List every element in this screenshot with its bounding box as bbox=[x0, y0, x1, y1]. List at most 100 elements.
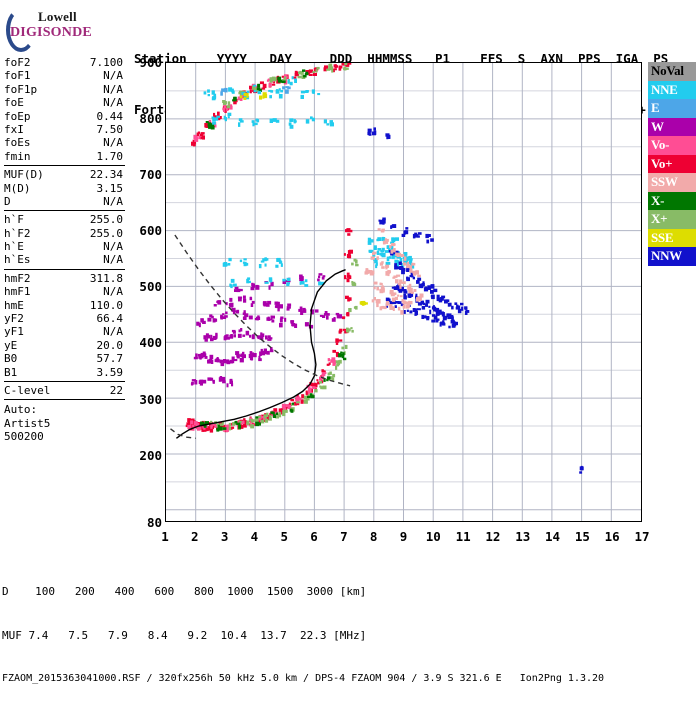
legend-item-x-[interactable]: X- bbox=[648, 191, 696, 210]
legend-item-e[interactable]: E bbox=[648, 99, 696, 118]
auto-line: 500200 bbox=[2, 430, 127, 443]
y-tick-300: 300 bbox=[139, 391, 162, 407]
param-name: foEs bbox=[4, 136, 31, 150]
param-row: yF1 N/A bbox=[2, 325, 127, 338]
param-value: 3.15 bbox=[96, 181, 124, 195]
series-ssw bbox=[364, 228, 424, 315]
x-tick-3: 3 bbox=[220, 529, 229, 544]
param-row: foF1 N/A bbox=[2, 69, 127, 82]
param-name: D bbox=[4, 194, 11, 208]
legend-item-ssw[interactable]: SSW bbox=[648, 173, 696, 192]
x-tick-15: 15 bbox=[574, 529, 590, 544]
param-name: yE bbox=[4, 338, 18, 352]
param-group: MUF(D) 22.34 M(D) 3.15 D N/A bbox=[2, 168, 127, 208]
param-group: hmF2 311.8 hmF1 N/A hmE 110.0 yF2 66.4 yF1 N/A yE 2… bbox=[2, 272, 127, 379]
param-group: foF2 7.100 foF1 N/A foF1p N/A foE N/A foEp 0.44 fx… bbox=[2, 56, 127, 163]
legend-item-sse[interactable]: SSE bbox=[648, 228, 696, 247]
param-row: yE 20.0 bbox=[2, 339, 127, 352]
series-sse bbox=[239, 92, 368, 306]
param-name: C-level bbox=[4, 383, 51, 397]
param-value: 110.0 bbox=[89, 298, 123, 312]
auto-scaler-info: Auto: Artist5 500200 bbox=[2, 403, 127, 443]
param-row: h`E N/A bbox=[2, 240, 127, 253]
param-row: C-level 22 bbox=[2, 384, 127, 397]
auto-line-text: Auto: bbox=[4, 403, 38, 417]
legend-item-w[interactable]: W bbox=[648, 117, 696, 136]
x-tick-1: 1 bbox=[161, 529, 169, 544]
param-value: N/A bbox=[103, 194, 123, 208]
param-row: hmF2 311.8 bbox=[2, 272, 127, 285]
param-divider bbox=[4, 165, 125, 167]
param-name: foE bbox=[4, 96, 24, 110]
param-row: yF2 66.4 bbox=[2, 312, 127, 325]
param-row: h`F2 255.0 bbox=[2, 227, 127, 240]
param-row: MUF(D) 22.34 bbox=[2, 168, 127, 181]
x-tick-17: 17 bbox=[634, 529, 650, 544]
legend-item-noval[interactable]: NoVal bbox=[648, 62, 696, 81]
footer-distance-row: D 100 200 400 600 800 1000 1500 3000 [km… bbox=[2, 585, 367, 598]
color-legend: NoVal NNE E W Vo- Vo+ SSW X- X+ SSE NNW bbox=[648, 62, 696, 266]
y-axis-labels: 900 800 700 600 500 400 300 200 80 bbox=[126, 55, 162, 530]
param-name: h`Es bbox=[4, 253, 31, 267]
param-row: M(D) 3.15 bbox=[2, 182, 127, 195]
x-tick-10: 10 bbox=[425, 529, 441, 544]
footer-info: D 100 200 400 600 800 1000 1500 3000 [km… bbox=[2, 556, 604, 716]
param-name: fmin bbox=[4, 149, 31, 163]
x-axis-labels: 1 2 3 4 5 6 7 8 9 10 11 12 13 14 15 16 17 bbox=[161, 529, 649, 549]
param-value: 311.8 bbox=[89, 271, 123, 285]
param-divider bbox=[4, 268, 125, 270]
curve-true-height-profile bbox=[175, 269, 346, 439]
param-name: h`F bbox=[4, 213, 24, 227]
x-tick-16: 16 bbox=[604, 529, 620, 544]
x-tick-8: 8 bbox=[369, 529, 378, 544]
y-tick-80: 80 bbox=[146, 515, 162, 530]
param-name: hmE bbox=[4, 298, 24, 312]
param-name: yF1 bbox=[4, 325, 24, 339]
param-value: 22.34 bbox=[89, 168, 123, 182]
x-tick-14: 14 bbox=[545, 529, 561, 544]
param-row: fxI 7.50 bbox=[2, 123, 127, 136]
x-tick-11: 11 bbox=[455, 529, 471, 544]
param-name: foF1 bbox=[4, 69, 31, 83]
param-row: h`F 255.0 bbox=[2, 213, 127, 226]
param-value: 1.70 bbox=[96, 149, 124, 163]
logo-arc-icon bbox=[6, 8, 36, 52]
param-value: 22 bbox=[109, 383, 123, 397]
legend-item-x-[interactable]: X+ bbox=[648, 210, 696, 229]
param-value: 0.44 bbox=[96, 109, 124, 123]
y-tick-800: 800 bbox=[139, 111, 162, 127]
plot-area bbox=[165, 62, 642, 522]
y-tick-900: 900 bbox=[139, 55, 162, 70]
param-divider bbox=[4, 380, 125, 382]
param-value: N/A bbox=[103, 285, 123, 299]
param-value: N/A bbox=[103, 253, 123, 267]
param-name: fxI bbox=[4, 122, 24, 136]
param-group: C-level 22 bbox=[2, 384, 127, 397]
y-tick-600: 600 bbox=[139, 223, 162, 239]
ionogram-page: Lowell DIGISONDE Station YYYY DAY DDD HH… bbox=[2, 8, 696, 684]
x-tick-6: 6 bbox=[310, 529, 318, 544]
param-row: foEp 0.44 bbox=[2, 110, 127, 123]
y-tick-500: 500 bbox=[139, 279, 162, 295]
param-name: foF2 bbox=[4, 56, 31, 69]
param-name: B1 bbox=[4, 365, 18, 379]
series-nne bbox=[203, 76, 415, 289]
param-value: N/A bbox=[103, 82, 123, 96]
series-e bbox=[220, 86, 291, 96]
param-divider bbox=[4, 399, 125, 401]
param-name: hmF2 bbox=[4, 271, 31, 285]
auto-line-text: Artist5 bbox=[4, 416, 51, 430]
param-name: M(D) bbox=[4, 181, 31, 195]
param-value: 57.7 bbox=[96, 352, 124, 366]
footer-file-row: FZAOM_2015363041000.RSF / 320fx256h 50 k… bbox=[2, 673, 605, 684]
param-name: h`F2 bbox=[4, 226, 31, 240]
legend-item-nnw[interactable]: NNW bbox=[648, 247, 696, 266]
legend-item-nne[interactable]: NNE bbox=[648, 80, 696, 99]
y-tick-200: 200 bbox=[139, 447, 162, 463]
legend-item-vo-[interactable]: Vo- bbox=[648, 136, 696, 155]
param-row: foF2 7.100 bbox=[2, 56, 127, 69]
legend-item-vo-[interactable]: Vo+ bbox=[648, 154, 696, 173]
logo-lowell-text: Lowell bbox=[38, 9, 77, 24]
param-row: B1 3.59 bbox=[2, 366, 127, 379]
param-group: h`F 255.0 h`F2 255.0 h`E N/A h`Es N/A bbox=[2, 213, 127, 267]
